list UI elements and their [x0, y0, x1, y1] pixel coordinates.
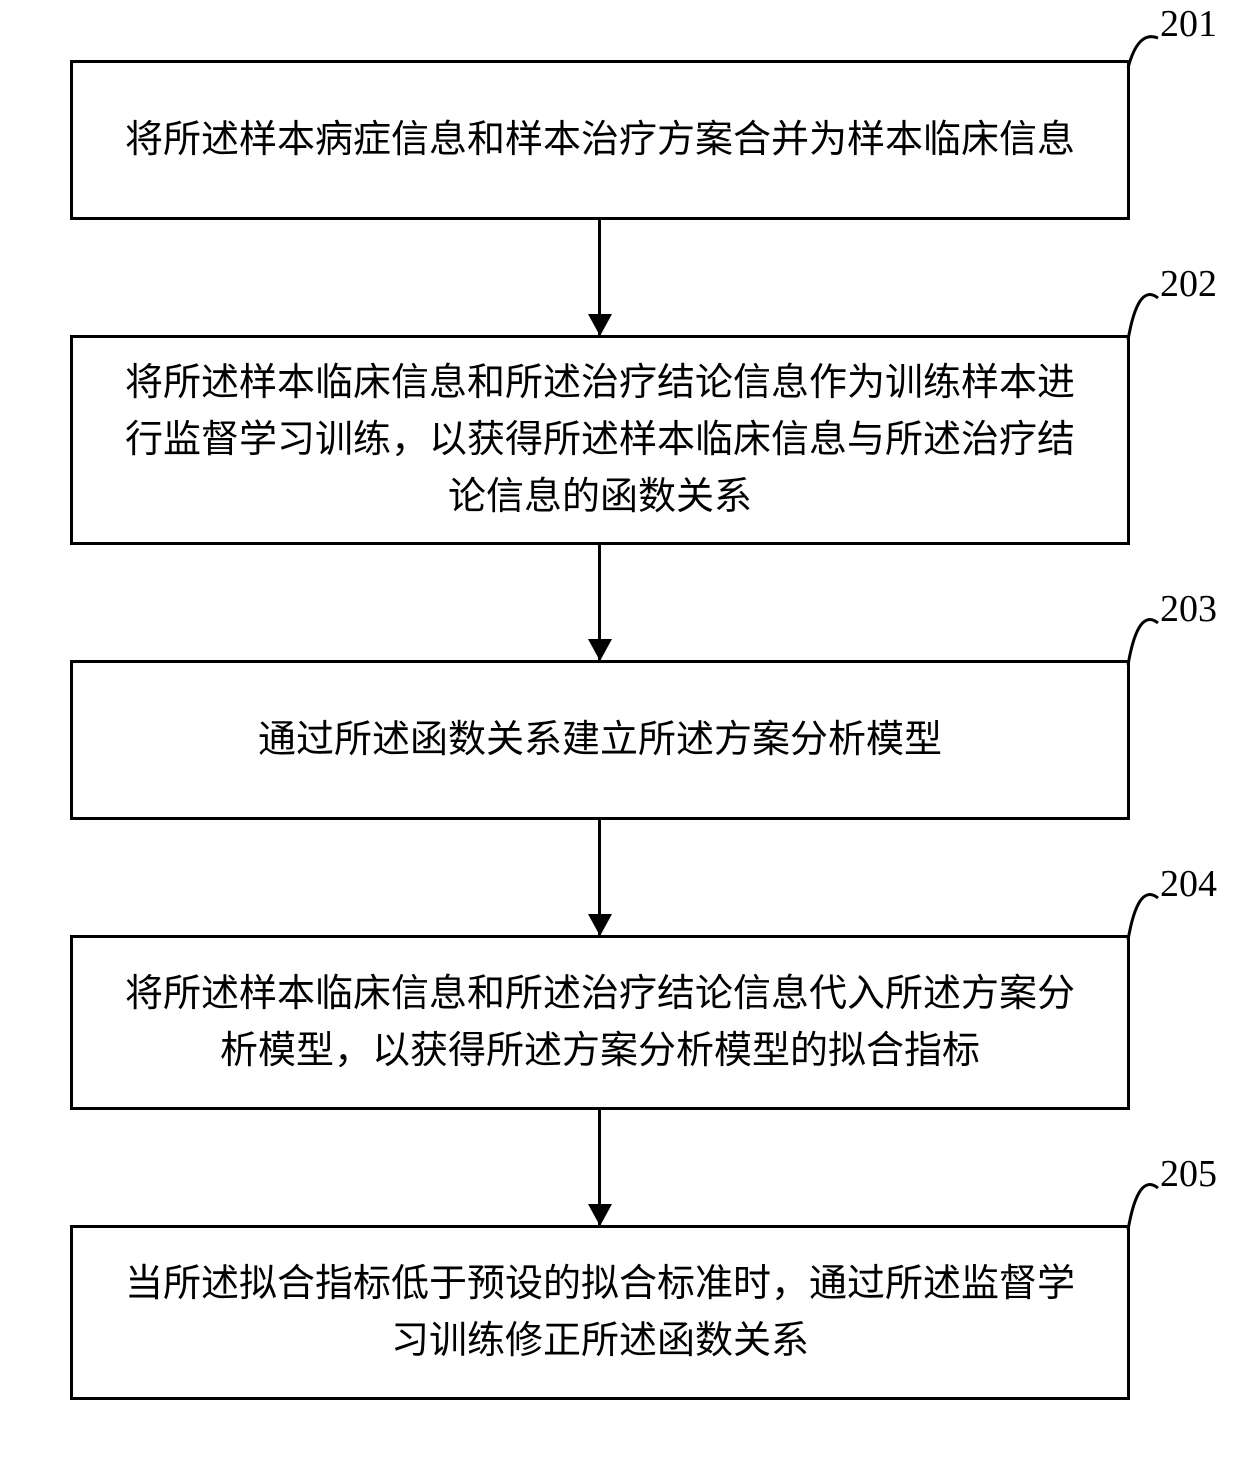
- step-text-203: 通过所述函数关系建立所述方案分析模型: [258, 712, 942, 769]
- step-text-202: 将所述样本临床信息和所述治疗结论信息作为训练样本进行监督学习训练，以获得所述样本…: [113, 355, 1087, 526]
- flow-step-205: 当所述拟合指标低于预设的拟合标准时，通过所述监督学习训练修正所述函数关系: [70, 1225, 1130, 1400]
- label-connector-204: [0, 860, 1240, 960]
- step-text-205: 当所述拟合指标低于预设的拟合标准时，通过所述监督学习训练修正所述函数关系: [113, 1256, 1087, 1370]
- step-label-204: 204: [1160, 862, 1217, 906]
- label-connector-201: [0, 0, 1240, 100]
- step-text-201: 将所述样本病症信息和样本治疗方案合并为样本临床信息: [125, 112, 1075, 169]
- step-label-202: 202: [1160, 262, 1217, 306]
- step-text-204: 将所述样本临床信息和所述治疗结论信息代入所述方案分析模型，以获得所述方案分析模型…: [113, 966, 1087, 1080]
- step-label-203: 203: [1160, 587, 1217, 631]
- flow-step-204: 将所述样本临床信息和所述治疗结论信息代入所述方案分析模型，以获得所述方案分析模型…: [70, 935, 1130, 1110]
- step-label-205: 205: [1160, 1152, 1217, 1196]
- label-connector-205: [0, 1150, 1240, 1250]
- flow-step-202: 将所述样本临床信息和所述治疗结论信息作为训练样本进行监督学习训练，以获得所述样本…: [70, 335, 1130, 545]
- step-label-201: 201: [1160, 2, 1217, 46]
- label-connector-203: [0, 585, 1240, 685]
- label-connector-202: [0, 260, 1240, 360]
